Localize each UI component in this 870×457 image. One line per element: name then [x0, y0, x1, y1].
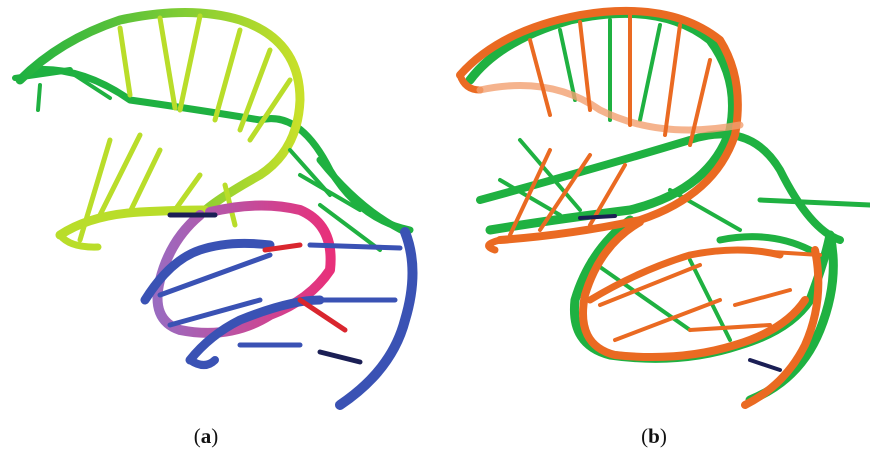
panel-a-label: (a) [193, 424, 219, 448]
rna-ribbon-image-a [12, 8, 418, 410]
panel-b-rna-superposition [440, 0, 870, 420]
panel-a-rna-structure [0, 0, 440, 420]
panel-b-label: (b) [641, 424, 667, 448]
rna-ribbon-image-b [456, 6, 870, 409]
